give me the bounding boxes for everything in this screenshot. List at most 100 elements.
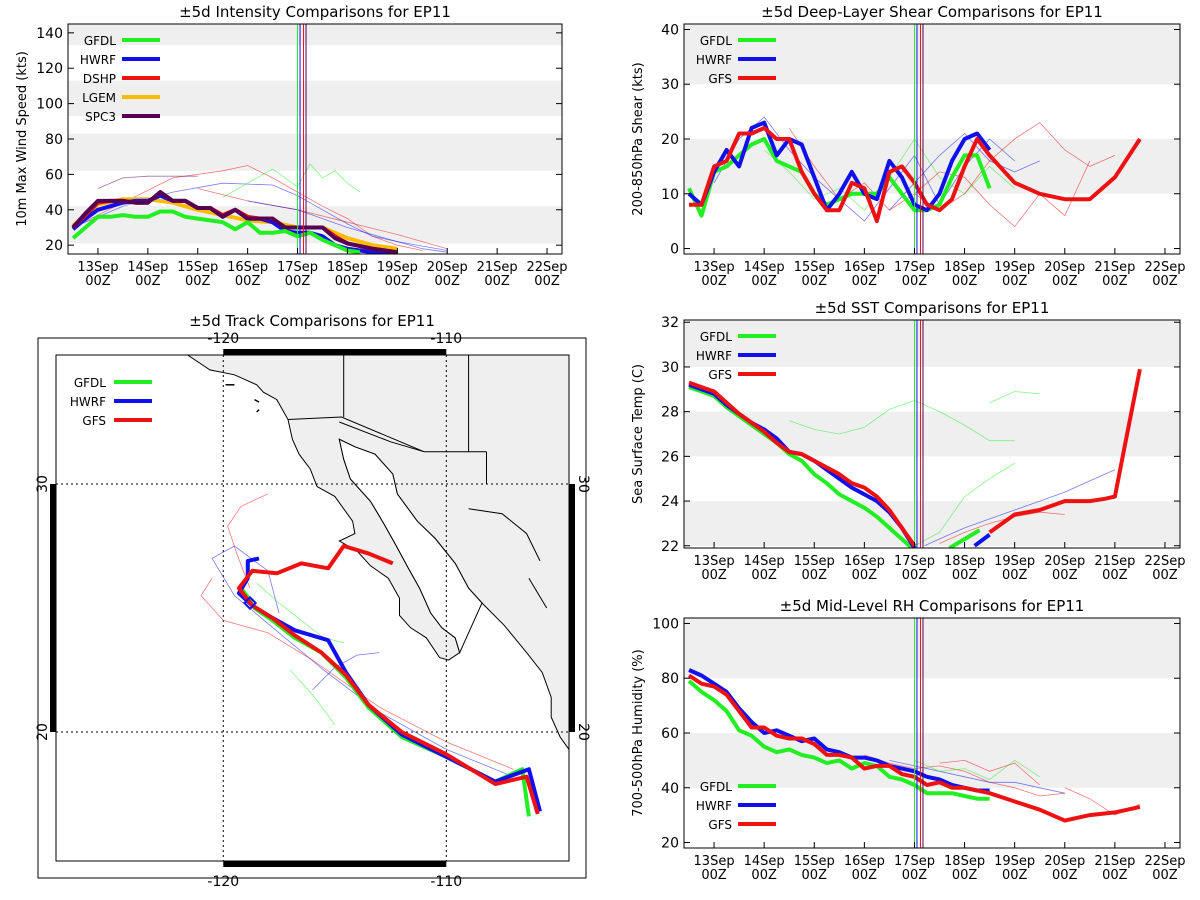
rh-ylabel: 700-500hPa Humidity (%) xyxy=(631,649,646,816)
rh-xtick-day-19Sep: 19Sep xyxy=(994,854,1035,869)
track-lon-label-top-0: -120 xyxy=(207,331,239,347)
sst-ensemble-line-2 xyxy=(924,469,1116,547)
sst-xtick-hour-16Sep: 00Z xyxy=(852,568,878,583)
rh-xtick-day-17Sep: 17Sep xyxy=(894,854,935,869)
rh-series-gfdl-0 xyxy=(687,679,990,801)
rh-xtick-day-22Sep: 22Sep xyxy=(1144,854,1185,869)
shear-legend-label-hwrf: HWRF xyxy=(696,53,732,67)
intensity-ensemble-line-3 xyxy=(97,175,198,189)
intensity-series-spc3-3 xyxy=(71,190,398,254)
shear-xtick-day-22Sep: 22Sep xyxy=(1144,260,1185,275)
sst-xtick-hour-20Sep: 00Z xyxy=(1052,568,1078,583)
track-current-position-marker xyxy=(242,595,258,611)
sst-band-0 xyxy=(684,501,1180,546)
sst-xtick-hour-15Sep: 00Z xyxy=(802,568,828,583)
intensity-xtick-day-21Sep: 21Sep xyxy=(477,260,518,275)
shear-ytick-label-0: 0 xyxy=(670,242,679,258)
track-gulf-of-california xyxy=(338,438,483,655)
sst-band-1 xyxy=(684,411,1180,457)
rh-panel: 2040608010013Sep00Z14Sep00Z15Sep00Z16Sep… xyxy=(631,597,1185,883)
shear-xtick-hour-14Sep: 00Z xyxy=(751,274,777,289)
sst-xtick-day-19Sep: 19Sep xyxy=(994,554,1035,569)
intensity-xtick-day-20Sep: 20Sep xyxy=(427,260,468,275)
sst-ytick-label-22: 22 xyxy=(661,539,679,555)
shear-xtick-day-16Sep: 16Sep xyxy=(844,260,885,275)
sst-series-gfdl-4 xyxy=(948,528,981,548)
track-island-2 xyxy=(256,409,260,413)
intensity-legend-label-hwrf: HWRF xyxy=(80,53,116,67)
track-legend-label-gfs: GFS xyxy=(82,414,106,428)
intensity-panel: 2040608010012014013Sep00Z14Sep00Z15Sep00… xyxy=(15,3,568,289)
sst-xtick-hour-19Sep: 00Z xyxy=(1002,568,1028,583)
sst-xtick-day-16Sep: 16Sep xyxy=(844,554,885,569)
sst-ensemble-line-4 xyxy=(939,511,1065,544)
sst-band-2 xyxy=(684,320,1180,367)
track-border-4 xyxy=(339,421,425,453)
rh-xtick-day-14Sep: 14Sep xyxy=(744,854,785,869)
rh-xtick-day-20Sep: 20Sep xyxy=(1044,854,1085,869)
intensity-series-lgem-0 xyxy=(71,197,398,251)
intensity-xtick-hour-16Sep: 00Z xyxy=(235,274,261,289)
intensity-ytick-label-60: 60 xyxy=(45,167,63,183)
intensity-ytick-label-120: 120 xyxy=(36,61,63,77)
track-lon-label-bottom-0: -120 xyxy=(207,874,239,890)
rh-plot-area xyxy=(687,668,1141,823)
rh-xtick-hour-13Sep: 00Z xyxy=(701,868,727,883)
intensity-xtick-day-13Sep: 13Sep xyxy=(77,260,118,275)
intensity-xtick-day-18Sep: 18Sep xyxy=(327,260,368,275)
track-border-5 xyxy=(468,508,541,562)
intensity-band-1 xyxy=(68,133,562,171)
sst-xtick-day-21Sep: 21Sep xyxy=(1094,554,1135,569)
track-bottom-scale-bar xyxy=(223,861,447,867)
rh-xtick-hour-16Sep: 00Z xyxy=(852,868,878,883)
track-panel: -120 -120 -110 -110 20 20 30 30 ±5d Track Compar… xyxy=(35,312,591,890)
track-title: ±5d Track Comparisons for EP11 xyxy=(189,312,435,330)
sst-series-hwrf-5 xyxy=(973,532,991,548)
sst-series-gfs-2 xyxy=(688,380,917,547)
shear-xtick-day-17Sep: 17Sep xyxy=(894,260,935,275)
track-lat-label-right-1: 30 xyxy=(575,475,591,493)
sst-title: ±5d SST Comparisons for EP11 xyxy=(815,299,1050,317)
sst-xtick-hour-17Sep: 00Z xyxy=(902,568,928,583)
rh-ytick-label-80: 80 xyxy=(661,671,679,687)
rh-ensemble-line-2 xyxy=(914,759,1040,780)
track-outer-frame xyxy=(37,337,587,879)
shear-xtick-hour-15Sep: 00Z xyxy=(802,274,828,289)
intensity-xtick-day-16Sep: 16Sep xyxy=(227,260,268,275)
shear-xtick-hour-20Sep: 00Z xyxy=(1052,274,1078,289)
intensity-xtick-hour-20Sep: 00Z xyxy=(435,274,461,289)
intensity-ytick-label-40: 40 xyxy=(45,203,63,219)
track-ensemble-4 xyxy=(227,493,269,589)
sst-xtick-day-18Sep: 18Sep xyxy=(944,554,985,569)
sst-panel: 22242628303213Sep00Z14Sep00Z15Sep00Z16Se… xyxy=(631,299,1185,583)
shear-xtick-day-13Sep: 13Sep xyxy=(694,260,735,275)
intensity-ytick-label-80: 80 xyxy=(45,132,63,148)
rh-ytick-label-100: 100 xyxy=(652,616,679,632)
rh-ensemble-line-0 xyxy=(864,754,1065,797)
shear-xtick-hour-16Sep: 00Z xyxy=(852,274,878,289)
intensity-xtick-day-17Sep: 17Sep xyxy=(277,260,318,275)
rh-legend-label-gfs: GFS xyxy=(708,818,732,832)
sst-xtick-hour-13Sep: 00Z xyxy=(701,568,727,583)
track-ensemble-5 xyxy=(312,652,380,691)
track-top-scale-bar xyxy=(223,349,447,355)
rh-xtick-hour-14Sep: 00Z xyxy=(751,868,777,883)
rh-legend-label-hwrf: HWRF xyxy=(696,799,732,813)
track-series-gfs xyxy=(236,544,540,815)
shear-ytick-label-20: 20 xyxy=(661,132,679,148)
shear-xtick-day-14Sep: 14Sep xyxy=(744,260,785,275)
sst-plot-area xyxy=(688,368,1142,548)
shear-band-1 xyxy=(684,24,1180,85)
rh-xtick-day-18Sep: 18Sep xyxy=(944,854,985,869)
intensity-xtick-hour-17Sep: 00Z xyxy=(285,274,311,289)
rh-xtick-hour-21Sep: 00Z xyxy=(1102,868,1128,883)
intensity-xtick-hour-22Sep: 00Z xyxy=(534,274,560,289)
rh-band-1 xyxy=(684,618,1180,679)
intensity-ytick-label-100: 100 xyxy=(36,97,63,113)
intensity-series-gfdl-4 xyxy=(71,209,361,254)
shear-title: ±5d Deep-Layer Shear Comparisons for EP1… xyxy=(761,3,1103,21)
intensity-xtick-day-22Sep: 22Sep xyxy=(527,260,568,275)
rh-ytick-label-40: 40 xyxy=(661,781,679,797)
rh-title: ±5d Mid-Level RH Comparisons for EP11 xyxy=(780,597,1085,615)
